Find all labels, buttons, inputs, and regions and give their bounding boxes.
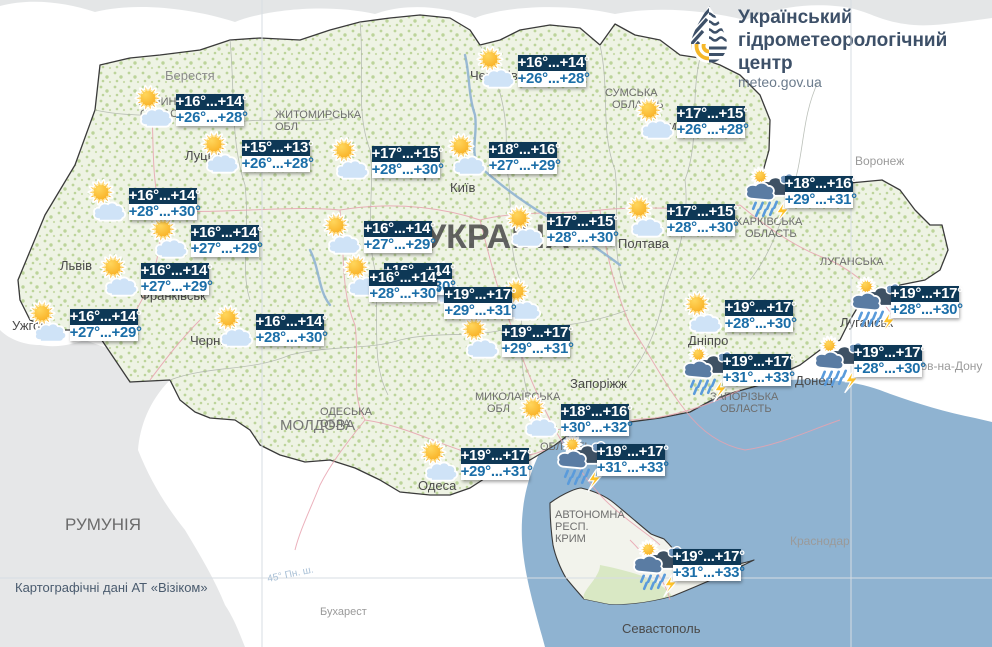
svg-text:ОБЛА: ОБЛА xyxy=(320,418,351,430)
svg-text:Берестя: Берестя xyxy=(165,68,215,83)
svg-text:Запоріжж: Запоріжж xyxy=(570,376,627,391)
svg-text:ОДЕСЬКА: ОДЕСЬКА xyxy=(320,406,373,418)
svg-text:Краснодар: Краснодар xyxy=(790,534,850,548)
svg-text:СУМСЬКА: СУМСЬКА xyxy=(605,87,658,99)
svg-text:Севастополь: Севастополь xyxy=(622,621,701,636)
svg-text:РЕСП.: РЕСП. xyxy=(555,521,589,533)
svg-text:Львів: Львів xyxy=(60,258,92,273)
svg-text:ОБЛ: ОБЛ xyxy=(275,121,298,133)
svg-text:Полтава: Полтава xyxy=(618,236,670,251)
svg-text:Воронеж: Воронеж xyxy=(855,154,904,168)
svg-text:ОБЛАСТЬ: ОБЛАСТЬ xyxy=(745,228,797,240)
svg-text:МИКОЛАЇВСЬКА: МИКОЛАЇВСЬКА xyxy=(475,391,561,403)
svg-text:Український: Український xyxy=(738,7,853,28)
svg-text:ОБЛ: ОБЛ xyxy=(487,403,510,415)
svg-text:Київ: Київ xyxy=(450,180,475,195)
svg-text:АВТОНОМНА: АВТОНОМНА xyxy=(555,509,625,521)
svg-text:ХАРКІВСЬКА: ХАРКІВСЬКА xyxy=(735,216,803,228)
svg-text:Дніпро: Дніпро xyxy=(688,333,728,348)
svg-text:гідрометеорологічний: гідрометеорологічний xyxy=(738,30,947,51)
svg-text:ОБЛАСТЬ: ОБЛАСТЬ xyxy=(720,403,772,415)
svg-text:центр: центр xyxy=(738,53,793,74)
svg-text:Бухарест: Бухарест xyxy=(320,606,367,618)
svg-text:Картографічні дані АТ «Візіком: Картографічні дані АТ «Візіком» xyxy=(15,580,208,595)
svg-text:meteo.gov.ua: meteo.gov.ua xyxy=(738,74,822,90)
svg-text:КРИМ: КРИМ xyxy=(555,533,586,545)
svg-text:ЖИТОМИРСЬКА: ЖИТОМИРСЬКА xyxy=(275,109,362,121)
svg-text:ЛУГАНСЬКА: ЛУГАНСЬКА xyxy=(820,256,884,268)
svg-text:РУМУНІЯ: РУМУНІЯ xyxy=(65,515,141,534)
